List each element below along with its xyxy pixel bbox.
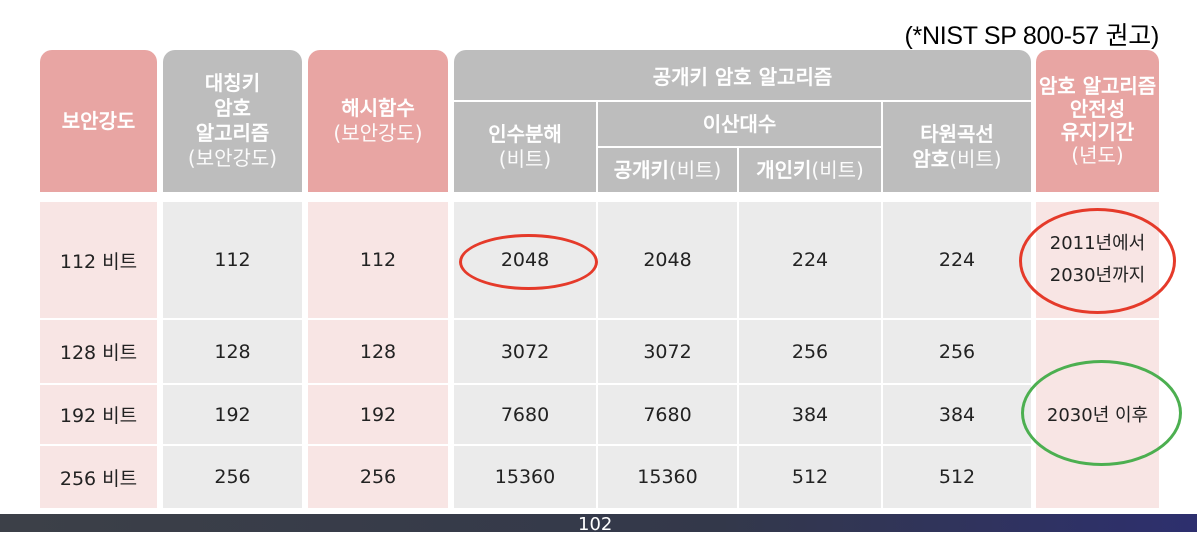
row-divider [40, 444, 1031, 446]
header-dl-public-label: 공개키 [613, 157, 669, 182]
cell-symmetric: 256 [214, 466, 251, 488]
cell-symmetric: 112 [214, 249, 251, 271]
header-dl-private-paren: (비트) [811, 157, 864, 182]
cell-dl-public: 7680 [643, 403, 692, 426]
cell-strength: 192 비트 [59, 405, 138, 427]
cell-dl-private: 256 [791, 340, 829, 363]
cell-hash: 112 [359, 249, 397, 271]
row-divider [40, 318, 1159, 320]
cell-dl-public: 2048 [643, 249, 692, 271]
cell-hash: 128 [359, 340, 397, 363]
cell-factoring: 7680 [500, 403, 550, 426]
red-highlight-circle [1019, 208, 1176, 314]
header-hash-paren: (보안강도) [333, 121, 423, 145]
header-dl-public: 공개키 (비트) [598, 148, 737, 192]
header-discrete-log-label: 이산대수 [702, 111, 777, 136]
red-highlight-circle [459, 234, 598, 290]
divider [737, 202, 739, 508]
cell-strength: 112 비트 [59, 250, 138, 273]
cell-dl-private: 384 [791, 403, 829, 426]
body-bg-strength [40, 202, 157, 508]
header-symmetric: 대칭키 암호 알고리즘 (보안강도) [163, 50, 302, 192]
cell-hash: 256 [359, 466, 397, 488]
cell-elliptic: 512 [938, 466, 976, 488]
cell-factoring: 15360 [494, 466, 556, 488]
nist-note: (*NIST SP 800-57 권고) [904, 22, 1160, 50]
cell-strength: 128 비트 [59, 342, 138, 364]
divider [596, 202, 598, 508]
header-hash: 해시함수 (보안강도) [308, 50, 448, 192]
divider [596, 102, 598, 192]
header-dl-private-label: 개인키 [756, 157, 812, 182]
cell-elliptic: 384 [938, 403, 976, 426]
cell-elliptic: 224 [938, 249, 976, 271]
header-factoring: 인수분해 (비트) [454, 102, 596, 192]
cell-symmetric: 128 [214, 340, 251, 363]
cell-factoring: 3072 [500, 340, 550, 363]
body-bg-symmetric [163, 202, 302, 508]
page-number: 102 [578, 514, 613, 535]
divider [598, 146, 881, 148]
header-symmetric-line3: 알고리즘 [195, 121, 270, 145]
header-elliptic-line1: 타원곡선 [920, 121, 994, 146]
header-dl-private: 개인키 (비트) [739, 148, 881, 192]
footer-bar: 102 [0, 514, 1197, 535]
cell-symmetric: 192 [214, 403, 251, 426]
header-security-strength: 보안강도 [40, 50, 157, 192]
header-symmetric-line2: 암호 [214, 96, 251, 120]
header-symmetric-line1: 대칭키 [204, 71, 261, 95]
header-factoring-label: 인수분해 [488, 122, 562, 146]
header-period-paren: (년도) [1071, 143, 1124, 167]
cell-dl-public: 15360 [637, 466, 698, 488]
cell-dl-private: 512 [791, 466, 829, 488]
divider [881, 102, 883, 192]
header-period-line2: 안전성 [1069, 97, 1126, 121]
header-security-strength-label: 보안강도 [61, 108, 136, 133]
header-elliptic: 타원곡선 암호(비트) [883, 102, 1031, 192]
header-discrete-log: 이산대수 [598, 102, 881, 146]
header-factoring-paren: (비트) [498, 147, 552, 171]
header-symmetric-paren: (보안강도) [187, 146, 278, 170]
header-period: 암호 알고리즘 안전성 유지기간 (년도) [1036, 50, 1159, 192]
cell-hash: 192 [359, 403, 397, 426]
header-hash-line1: 해시함수 [341, 96, 415, 120]
row-divider [40, 383, 1031, 385]
header-public-key: 공개키 암호 알고리즘 [652, 64, 833, 89]
divider [881, 202, 883, 508]
body-bg-hash [308, 202, 448, 508]
header-elliptic-label: 암호 [912, 146, 950, 171]
green-highlight-circle [1021, 360, 1182, 466]
header-period-line1: 암호 알고리즘 [1038, 74, 1157, 98]
header-elliptic-paren: (비트) [949, 146, 1002, 171]
divider [454, 100, 1031, 102]
header-period-line3: 유지기간 [1060, 120, 1135, 144]
cell-elliptic: 256 [938, 340, 976, 363]
divider [737, 148, 739, 192]
cell-dl-private: 224 [791, 249, 829, 271]
header-dl-public-paren: (비트) [668, 157, 722, 182]
cell-strength: 256 비트 [59, 467, 138, 490]
cell-dl-public: 3072 [643, 340, 692, 363]
